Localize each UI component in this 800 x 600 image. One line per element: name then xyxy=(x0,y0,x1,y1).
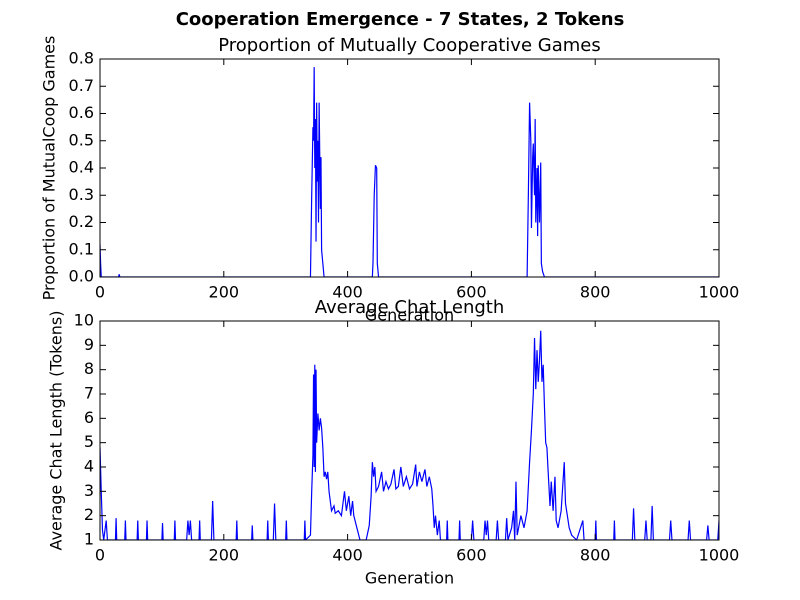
x-tick-label: 200 xyxy=(209,546,240,565)
y-tick-label: 0.5 xyxy=(69,130,94,149)
y-tick-label: 7 xyxy=(84,384,94,403)
figure-title: Cooperation Emergence - 7 States, 2 Toke… xyxy=(176,9,625,30)
x-axis-label: Generation xyxy=(365,306,454,325)
data-line xyxy=(100,330,719,540)
y-tick-label: 0.2 xyxy=(69,212,94,231)
axes-title: Proportion of Mutually Cooperative Games xyxy=(218,35,600,56)
y-tick-label: 0.1 xyxy=(69,239,94,258)
x-tick-label: 1000 xyxy=(699,546,740,565)
y-tick-label: 0.8 xyxy=(69,49,94,68)
x-tick-label: 0 xyxy=(95,283,105,302)
y-tick-label: 5 xyxy=(84,432,94,451)
y-tick-label: 0.4 xyxy=(69,158,94,177)
x-tick-label: 800 xyxy=(580,546,611,565)
y-tick-label: 0.6 xyxy=(69,103,94,122)
y-tick-label: 0.3 xyxy=(69,185,94,204)
x-tick-label: 600 xyxy=(456,546,487,565)
data-line xyxy=(100,67,719,277)
y-tick-label: 2 xyxy=(84,505,94,524)
y-tick-label: 10 xyxy=(74,311,94,330)
x-axis-label: Generation xyxy=(365,569,454,588)
x-tick-label: 0 xyxy=(95,546,105,565)
y-axis-label: Average Chat Length (Tokens) xyxy=(47,311,66,551)
y-tick-label: 0.0 xyxy=(69,267,94,286)
y-tick-label: 1 xyxy=(84,530,94,549)
y-tick-label: 9 xyxy=(84,335,94,354)
y-tick-label: 3 xyxy=(84,481,94,500)
y-tick-label: 8 xyxy=(84,359,94,378)
y-tick-label: 0.7 xyxy=(69,76,94,95)
x-tick-label: 400 xyxy=(332,546,363,565)
x-tick-label: 200 xyxy=(209,283,240,302)
y-tick-label: 4 xyxy=(84,457,94,476)
axes-frame xyxy=(99,320,720,541)
x-tick-label: 400 xyxy=(332,283,363,302)
y-tick-label: 6 xyxy=(84,408,94,427)
axes-title: Average Chat Length xyxy=(315,297,505,318)
x-tick-label: 600 xyxy=(456,283,487,302)
y-axis-label: Proportion of MutualCoop Games xyxy=(40,36,59,301)
x-tick-label: 800 xyxy=(580,283,611,302)
x-tick-label: 1000 xyxy=(699,283,740,302)
